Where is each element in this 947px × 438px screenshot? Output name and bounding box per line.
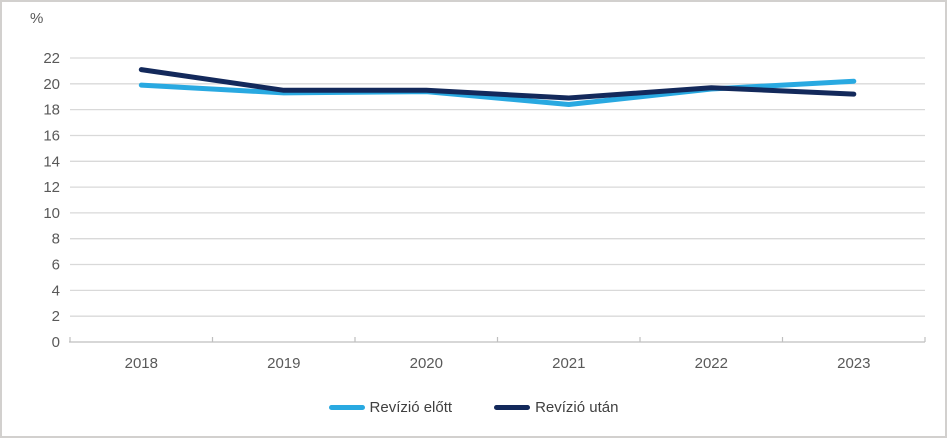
y-axis-tick-label: 12 [43,179,60,196]
y-axis-tick-label: 8 [52,231,60,248]
legend-line-marker-light-blue [328,405,365,410]
y-axis-tick-label: 22 [43,50,60,67]
legend-line-marker-navy [494,405,531,410]
x-axis-category-label: 2019 [267,355,300,372]
series-line-1 [138,67,857,101]
y-axis-tick-label: 18 [43,102,60,119]
y-axis-tick-label: 6 [52,257,60,274]
legend-label-revizio-elott: Revízió előtt [369,399,453,416]
y-axis-tick-label: 0 [52,334,60,351]
y-axis-tick-label: 20 [43,76,60,93]
legend-item-revizio-utan: Revízió után [494,399,618,416]
y-axis-tick-label: 14 [43,153,60,170]
legend-item-revizio-elott: Revízió előtt [328,399,453,416]
x-axis-category-label: 2020 [410,355,443,372]
x-axis-category-label: 2021 [552,355,585,372]
legend-label-revizio-utan: Revízió után [535,399,619,416]
y-axis-unit-label: % [30,10,44,27]
y-axis-tick-label: 16 [43,128,60,145]
y-axis-tick-label: 4 [52,282,60,299]
x-axis-category-label: 2022 [695,355,728,372]
x-axis-category-label: 2023 [837,355,870,372]
x-axis-category-label: 2018 [125,355,158,372]
y-axis-tick-label: 10 [43,205,60,222]
chart-legend: Revízió előtt Revízió után [2,399,945,416]
y-axis-tick-label: 2 [52,308,60,325]
